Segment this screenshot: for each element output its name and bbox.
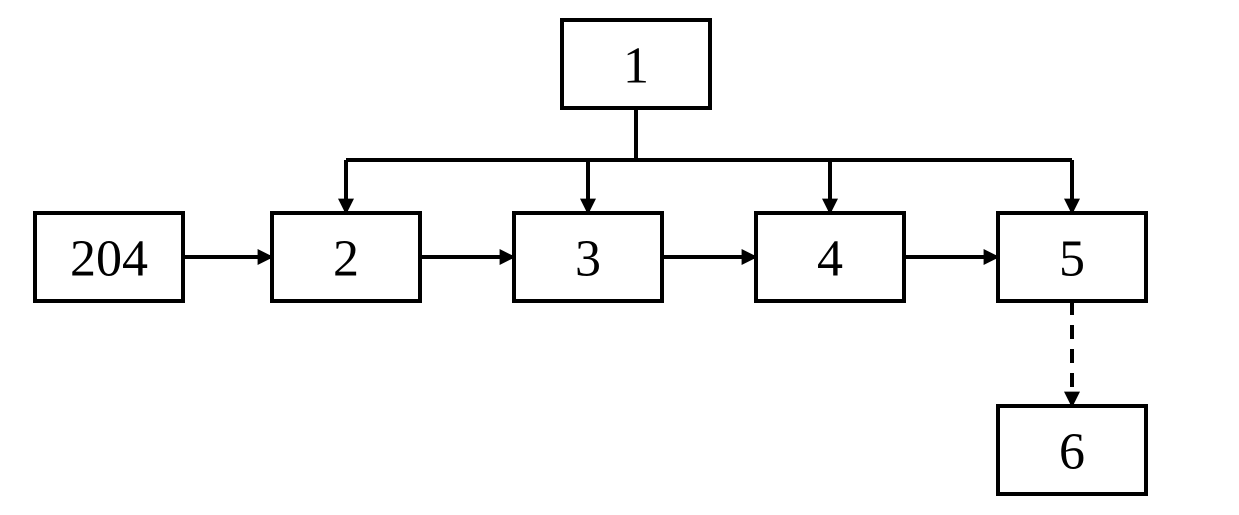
node-label: 5 [1059,231,1085,288]
node-label: 2 [333,231,359,288]
node-n1: 1 [562,20,710,108]
node-label: 6 [1059,424,1085,481]
node-label: 1 [623,38,649,95]
node-n6: 6 [998,406,1146,494]
node-n3: 3 [514,213,662,301]
node-n204: 204 [35,213,183,301]
diagram-canvas: 1 204 2 3 4 5 6 [0,0,1239,515]
node-n2: 2 [272,213,420,301]
node-label: 204 [70,231,148,288]
node-label: 4 [817,231,843,288]
node-n4: 4 [756,213,904,301]
node-label: 3 [575,231,601,288]
node-n5: 5 [998,213,1146,301]
